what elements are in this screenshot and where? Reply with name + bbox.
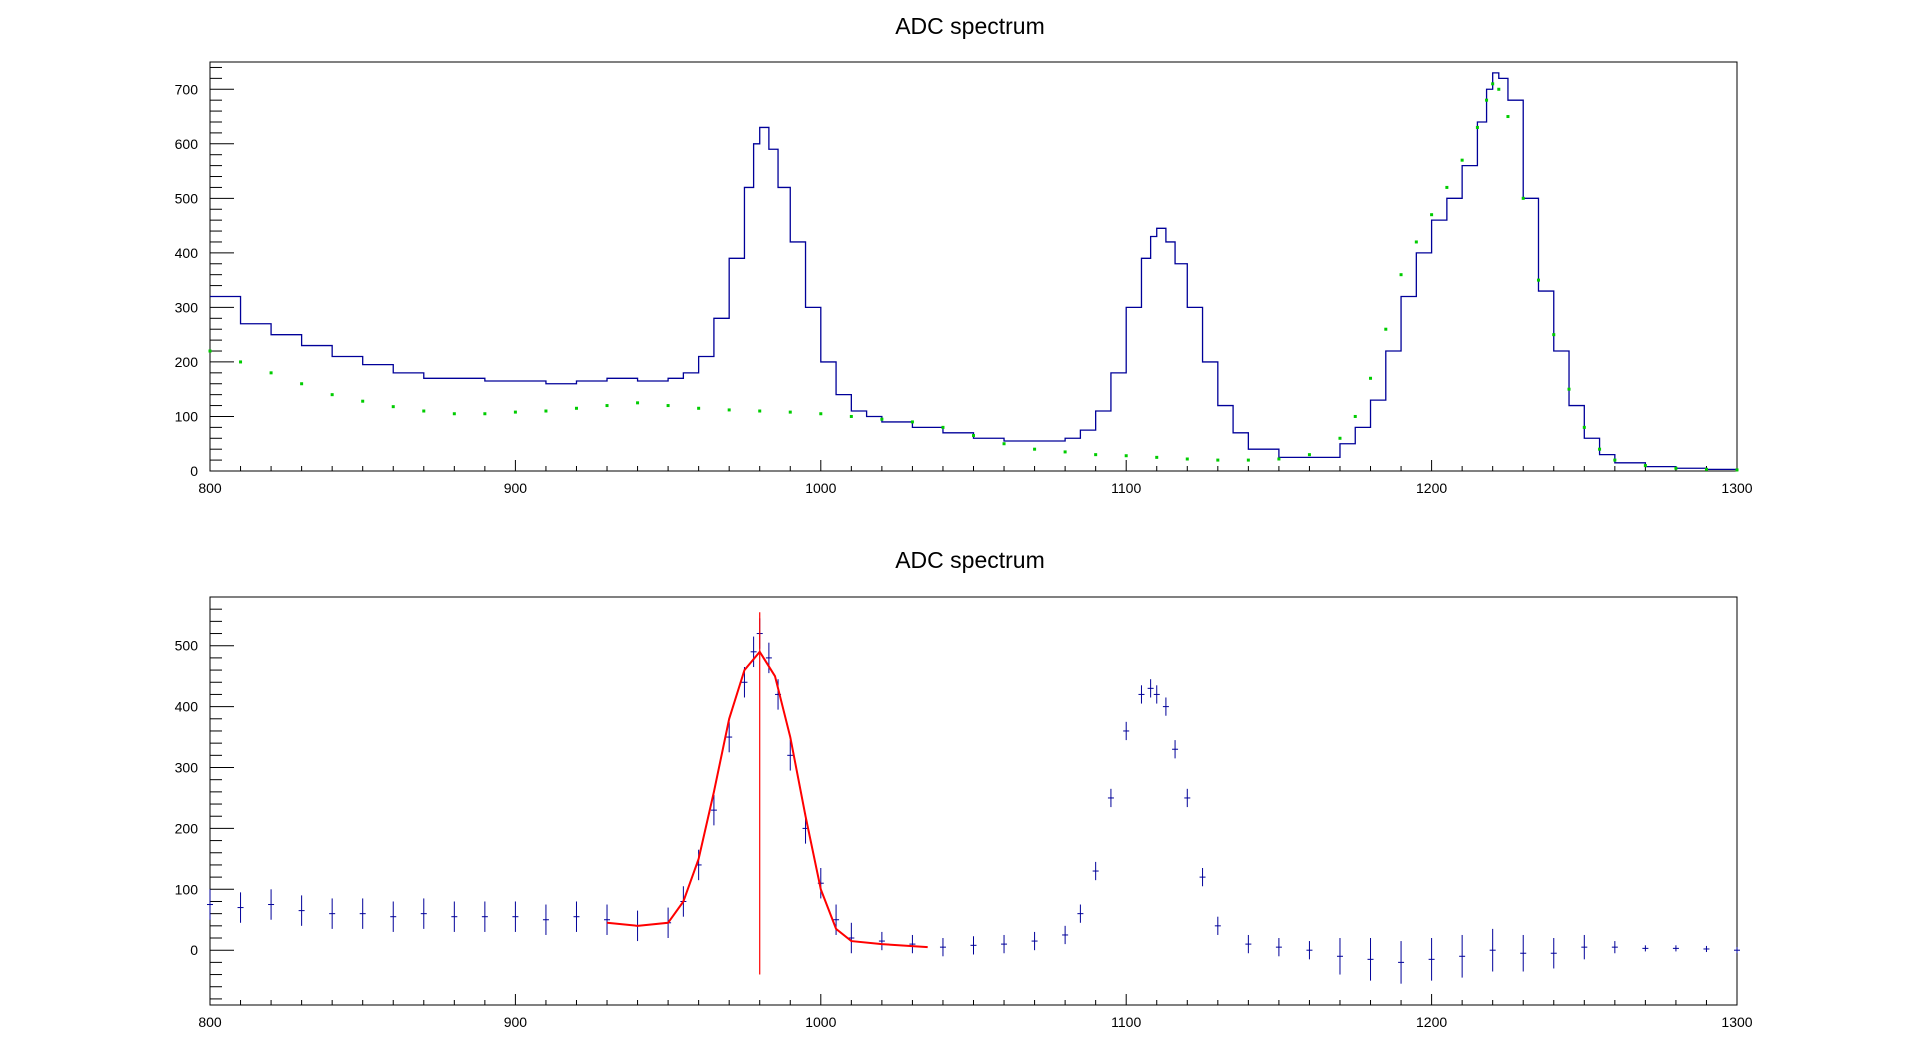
- top-panel: ADC spectrum 800 900 1000 1100 1200 1300 0 100 2…: [175, 13, 1753, 496]
- background-point: [330, 393, 334, 397]
- background-point: [849, 414, 853, 418]
- background-point: [666, 404, 670, 408]
- bottom-panel-title: ADC spectrum: [895, 547, 1045, 573]
- background-point: [697, 406, 701, 410]
- bottom-panel: ADC spectrum 800 900 1000 1100 1200 1300 0 100 2…: [175, 547, 1753, 1030]
- bottom-x-tick-label: 1000: [805, 1014, 836, 1030]
- background-point: [483, 412, 487, 416]
- top-y-tick-label: 200: [175, 354, 199, 370]
- bottom-y-tick-label: 300: [175, 760, 199, 776]
- background-point: [972, 434, 975, 438]
- background-point: [1430, 213, 1434, 217]
- background-point: [1353, 414, 1357, 418]
- background-point: [1460, 158, 1464, 162]
- fit-curve: [606, 650, 928, 949]
- background-point: [1246, 458, 1250, 462]
- background-point: [239, 360, 243, 364]
- background-point: [574, 406, 578, 410]
- background-point: [1094, 453, 1098, 457]
- background-point: [1506, 115, 1510, 119]
- background-point: [1582, 425, 1586, 429]
- background-point: [1445, 185, 1449, 189]
- background-point: [1491, 82, 1495, 86]
- adc-histogram-series: [210, 72, 1737, 471]
- top-y-tick-label: 700: [175, 81, 199, 97]
- background-point: [910, 420, 914, 424]
- top-y-tick-label: 400: [175, 245, 199, 261]
- background-point: [1497, 87, 1501, 91]
- background-point: [1185, 457, 1189, 461]
- bottom-x-tick-label: 1300: [1721, 1014, 1752, 1030]
- bottom-y-tick-label: 0: [190, 942, 198, 958]
- top-x-tick-label: 1100: [1111, 480, 1141, 496]
- top-panel-title: ADC spectrum: [895, 13, 1045, 39]
- background-point: [1485, 98, 1489, 102]
- top-x-tick-label: 1200: [1416, 480, 1447, 496]
- background-point: [208, 349, 212, 353]
- background-point: [391, 405, 395, 409]
- top-x-tick-label: 900: [504, 480, 528, 496]
- background-point: [422, 409, 426, 413]
- background-point: [1521, 196, 1525, 200]
- background-point: [727, 408, 731, 412]
- background-point: [1338, 436, 1342, 440]
- background-point: [300, 382, 304, 386]
- bottom-x-tick-label: 1100: [1111, 1014, 1141, 1030]
- background-point: [636, 401, 640, 405]
- background-point: [1674, 466, 1678, 470]
- top-y-tick-label: 600: [175, 136, 199, 152]
- background-point: [1307, 453, 1311, 457]
- top-x-tick-label: 1300: [1721, 480, 1752, 496]
- background-point: [1475, 125, 1479, 129]
- background-point: [1735, 468, 1739, 472]
- bottom-y-tick-label: 500: [175, 638, 199, 654]
- bottom-x-tick-label: 900: [504, 1014, 528, 1030]
- background-point: [1216, 458, 1220, 462]
- background-point: [1155, 455, 1159, 459]
- background-point: [1414, 240, 1418, 244]
- top-plot-frame: [209, 61, 1738, 472]
- top-x-tick-label: 1000: [805, 480, 836, 496]
- top-y-tick-label: 0: [190, 463, 198, 479]
- background-point: [269, 371, 273, 375]
- background-point: [361, 399, 365, 403]
- background-point: [605, 404, 609, 408]
- bottom-y-tick-label: 100: [175, 881, 199, 897]
- background-point: [1399, 273, 1403, 277]
- background-point: [1567, 387, 1571, 391]
- background-point: [452, 412, 456, 416]
- background-point: [1552, 333, 1556, 337]
- background-point: [1536, 278, 1540, 282]
- background-point: [880, 417, 884, 421]
- bottom-x-tick-label: 1200: [1416, 1014, 1447, 1030]
- background-point: [758, 409, 762, 413]
- bottom-y-tick-label: 200: [175, 820, 199, 836]
- top-y-tick-label: 100: [175, 408, 199, 424]
- background-point: [819, 412, 823, 416]
- background-point: [1277, 457, 1281, 461]
- top-y-tick-label: 500: [175, 190, 199, 206]
- background-point: [1598, 447, 1602, 451]
- background-point: [1369, 376, 1373, 380]
- background-point: [1643, 464, 1647, 468]
- background-point: [513, 410, 517, 414]
- background-point: [1384, 327, 1388, 331]
- background-point: [1124, 454, 1128, 458]
- top-y-tick-label: 300: [175, 299, 199, 315]
- background-point: [1033, 447, 1037, 451]
- bottom-x-tick-label: 800: [198, 1014, 222, 1030]
- background-point: [788, 410, 792, 414]
- background-point: [1704, 467, 1708, 471]
- background-point: [1063, 450, 1067, 454]
- background-point: [1613, 458, 1617, 462]
- background-point: [941, 425, 945, 429]
- background-point: [1002, 442, 1006, 446]
- bottom-y-tick-label: 400: [175, 699, 199, 715]
- top-x-tick-label: 800: [198, 480, 222, 496]
- background-point: [544, 409, 548, 413]
